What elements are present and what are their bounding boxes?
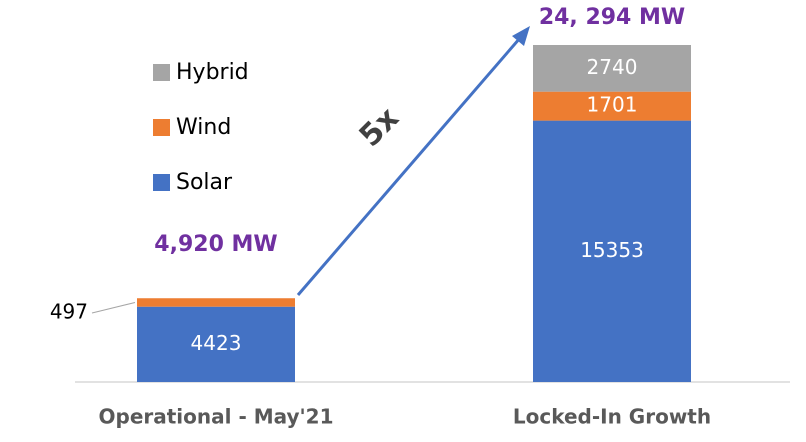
data-label: 497 — [50, 300, 88, 324]
data-label: 1701 — [587, 93, 638, 117]
legend-label: Wind — [176, 115, 231, 140]
data-label: 2740 — [587, 55, 638, 79]
legend-swatch — [153, 64, 170, 81]
legend-label: Solar — [176, 170, 233, 195]
data-label: 4423 — [191, 331, 242, 355]
bar-segment — [137, 298, 295, 307]
bar-segment — [533, 45, 691, 92]
growth-arrow — [296, 37, 522, 296]
legend-swatch — [153, 119, 170, 136]
bar-segment — [137, 306, 295, 382]
data-label: 15353 — [580, 238, 644, 262]
x-tick-label: Operational - May'21 — [99, 405, 334, 429]
arrow-head — [512, 26, 530, 46]
bar-segment — [533, 91, 691, 121]
x-tick-label: Locked-In Growth — [513, 405, 711, 429]
legend-label: Hybrid — [176, 60, 249, 85]
total-label: 24, 294 MW — [539, 5, 685, 30]
growth-factor: 5x — [353, 101, 406, 154]
leader-line — [91, 301, 136, 314]
legend-swatch — [153, 174, 170, 191]
bar-segment — [533, 120, 691, 383]
total-label: 4,920 MW — [154, 232, 277, 257]
